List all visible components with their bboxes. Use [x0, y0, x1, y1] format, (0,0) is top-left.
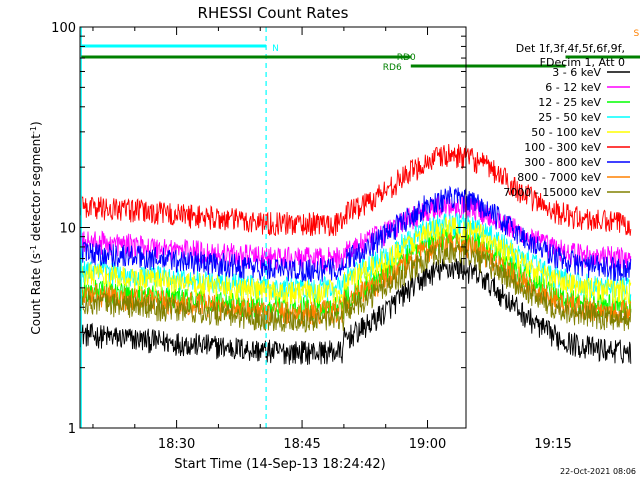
legend-entry-9: 7000 - 15000 keV	[503, 186, 601, 199]
legend-entry-4: 25 - 50 keV	[538, 111, 601, 124]
y-axis-label-exp2: -1	[29, 126, 38, 134]
legend-header-line: Det 1f,3f,4f,5f,6f,9f,	[516, 42, 625, 55]
series-2-pre-gap	[79, 194, 632, 272]
x-tick-label: 19:00	[409, 437, 446, 452]
series-7-pre-gap	[79, 185, 632, 283]
series-6-line	[79, 143, 632, 237]
y-axis-label-main: Count Rate (s	[29, 253, 43, 335]
y-tick-label: 10	[59, 222, 76, 237]
legend-entry-5: 50 - 100 keV	[531, 126, 601, 139]
y-axis-label: Count Rate (s-1 detector segment-1)	[29, 121, 44, 334]
flag-s-label: S	[633, 29, 639, 39]
chart-title: RHESSI Count Rates	[198, 4, 349, 22]
y-tick-label: 1	[68, 422, 76, 437]
series-9-line	[79, 241, 632, 333]
flag-rd0-label: RD0	[397, 53, 416, 63]
y-tick-label: 100	[51, 21, 76, 36]
series-7-line	[79, 185, 632, 283]
timestamp: 22-Oct-2021 08:06	[560, 467, 636, 476]
flag-rd6-label: RD6	[383, 63, 402, 73]
legend-entry-2: 6 - 12 keV	[545, 81, 601, 94]
x-tick-label: 19:15	[534, 437, 571, 452]
legend-header-line: FDecim 1, Att 0	[540, 56, 625, 69]
x-tick-label: 18:30	[158, 437, 195, 452]
legend-entry-1: 3 - 6 keV	[552, 66, 601, 79]
y-axis-label-mid: detector segment	[29, 134, 43, 245]
y-axis-label-exp1: -1	[29, 245, 38, 253]
axes: 11010018:3018:4519:0019:1519:3019:4520:0…	[51, 21, 572, 452]
x-axis-label: Start Time (14-Sep-13 18:24:42)	[174, 457, 385, 472]
flag-n-label: N	[272, 44, 279, 54]
y-axis-label-end: )	[29, 121, 43, 126]
legend-entry-8: 800 - 7000 keV	[517, 171, 601, 184]
legend-entry-3: 12 - 25 keV	[538, 96, 601, 109]
series-6-pre-gap	[79, 143, 632, 237]
series-5-pre-gap	[80, 216, 632, 305]
series-1-line	[80, 258, 632, 365]
series-9-pre-gap	[79, 241, 632, 333]
series-5-line	[80, 216, 632, 305]
series-1-pre-gap	[80, 258, 632, 365]
series-2-line	[79, 194, 632, 272]
x-tick-label: 18:45	[283, 437, 320, 452]
legend: Det 1f,3f,4f,5f,6f,9f,FDecim 1, Att 03 -…	[503, 42, 630, 199]
legend-entry-6: 100 - 300 keV	[524, 141, 601, 154]
legend-entry-7: 300 - 800 keV	[524, 156, 601, 169]
